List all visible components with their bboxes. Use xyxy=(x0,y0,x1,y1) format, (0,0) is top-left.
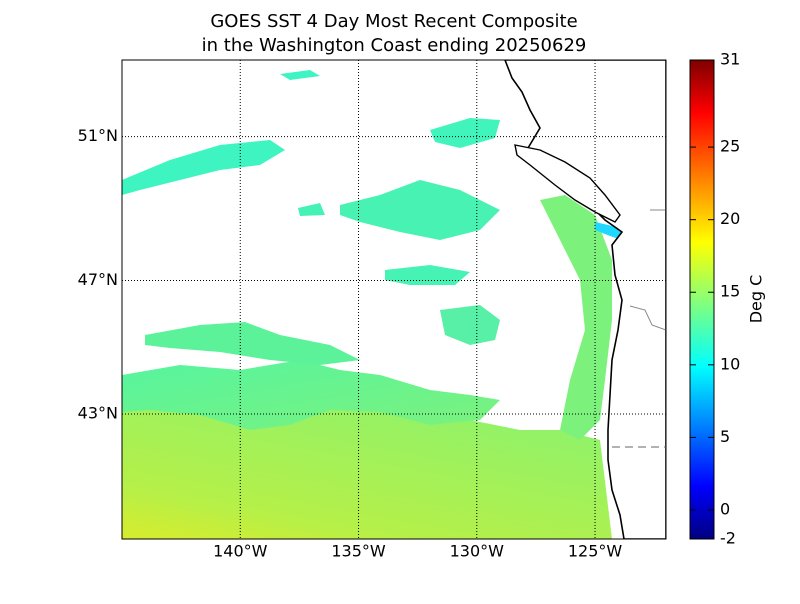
x-tick-label: 125°W xyxy=(568,542,623,561)
colorbar-ramp xyxy=(689,59,715,540)
y-tick-label: 51°N xyxy=(78,126,118,145)
colorbar-tick-label: -2 xyxy=(720,529,736,548)
colorbar-tick-label: 25 xyxy=(720,137,740,156)
cool-cloudgap xyxy=(298,203,325,216)
mid-ocean xyxy=(122,360,500,430)
y-tick-label: 47°N xyxy=(78,270,118,289)
cool-cloudgap xyxy=(122,140,285,195)
border xyxy=(629,305,666,331)
mid-ocean xyxy=(145,322,360,365)
sst-field xyxy=(122,60,666,539)
land xyxy=(504,60,666,539)
coastal-strip xyxy=(540,195,612,440)
x-tick-label: 140°W xyxy=(213,542,268,561)
colorbar-tick-label: 5 xyxy=(720,427,730,446)
colorbar-tick-label: 0 xyxy=(720,499,730,518)
colorbar-tick-label: 10 xyxy=(720,354,740,373)
colorbar-tick-label: 15 xyxy=(720,282,740,301)
mid-ocean xyxy=(440,305,500,345)
title-line: GOES SST 4 Day Most Recent Composite xyxy=(210,11,577,32)
cool-cloudgap xyxy=(430,118,500,148)
vancouver-island xyxy=(514,144,621,223)
colorbar-label: Deg C xyxy=(747,275,766,324)
plot-frame xyxy=(121,59,667,540)
title-line: in the Washington Coast ending 20250629 xyxy=(202,35,587,56)
cool-cloudgap xyxy=(385,265,470,285)
map-title: GOES SST 4 Day Most Recent Composite in … xyxy=(202,11,587,56)
cool-cloudgap xyxy=(340,180,500,240)
y-tick-label: 43°N xyxy=(78,403,118,422)
cool-cloudgap xyxy=(280,70,320,80)
colorbar-tick-label: 31 xyxy=(720,50,740,69)
x-tick-label: 130°W xyxy=(450,542,505,561)
colorbar-tick-label: 20 xyxy=(720,209,740,228)
x-tick-label: 135°W xyxy=(331,542,386,561)
